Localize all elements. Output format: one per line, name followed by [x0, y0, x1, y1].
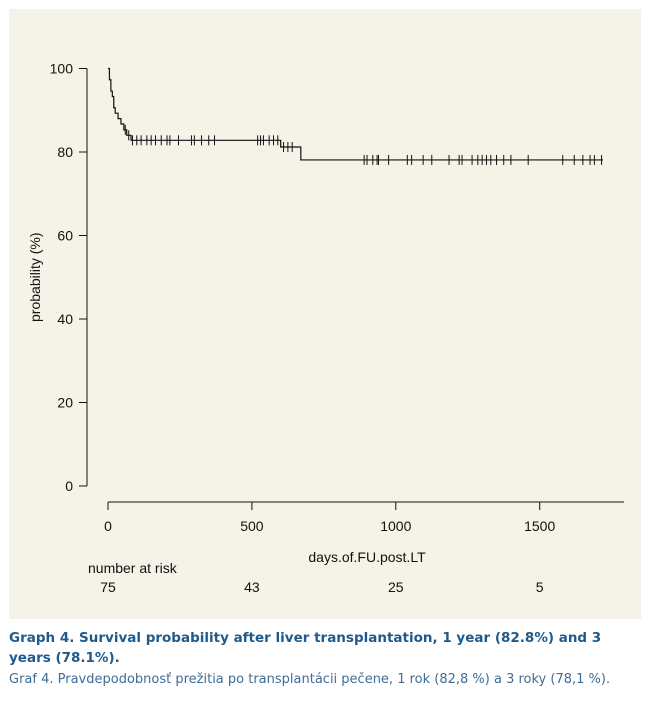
y-tick-label: 0	[65, 478, 73, 494]
survival-curve	[108, 67, 604, 161]
x-axis-label: days.of.FU.post.LT	[308, 549, 426, 565]
x-tick-label: 1500	[524, 518, 555, 534]
y-tick-label: 40	[57, 311, 73, 327]
y-axis-label: probability (%)	[27, 233, 43, 322]
y-tick-label: 20	[57, 395, 73, 411]
y-tick-label: 60	[57, 228, 73, 244]
x-ticks: 0 500 1000 1500	[104, 502, 555, 534]
y-tick-label: 80	[57, 144, 73, 160]
y-ticks: 0 20 40 60 80 100	[50, 61, 87, 494]
risk-table-title: number at risk	[88, 560, 178, 576]
risk-count: 5	[536, 579, 544, 595]
censor-marks	[124, 124, 603, 165]
x-tick-label: 0	[104, 518, 112, 534]
x-tick-label: 500	[240, 518, 264, 534]
x-tick-label: 1000	[380, 518, 411, 534]
y-tick-label: 100	[50, 61, 74, 77]
caption-english: Graph 4. Survival probability after live…	[9, 630, 602, 666]
caption-slovak: Graf 4. Pravdepodobnosť prežitia po tran…	[9, 672, 611, 687]
risk-count: 43	[244, 579, 260, 595]
risk-table-counts: 75 43 25 5	[100, 579, 544, 595]
risk-count: 25	[388, 579, 404, 595]
risk-count: 75	[100, 579, 116, 595]
survival-chart: 0 20 40 60 80 100 0 500 1000 1500 probability (%…	[27, 61, 624, 595]
figure-caption: Graph 4. Survival probability after live…	[9, 628, 639, 690]
chart-panel: 0 20 40 60 80 100 0 500 1000 1500 probability (%…	[9, 9, 641, 619]
